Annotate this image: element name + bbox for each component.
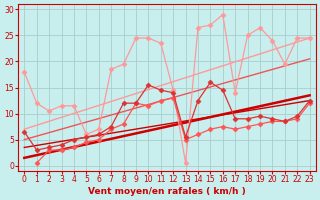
X-axis label: Vent moyen/en rafales ( km/h ): Vent moyen/en rafales ( km/h )	[88, 187, 246, 196]
